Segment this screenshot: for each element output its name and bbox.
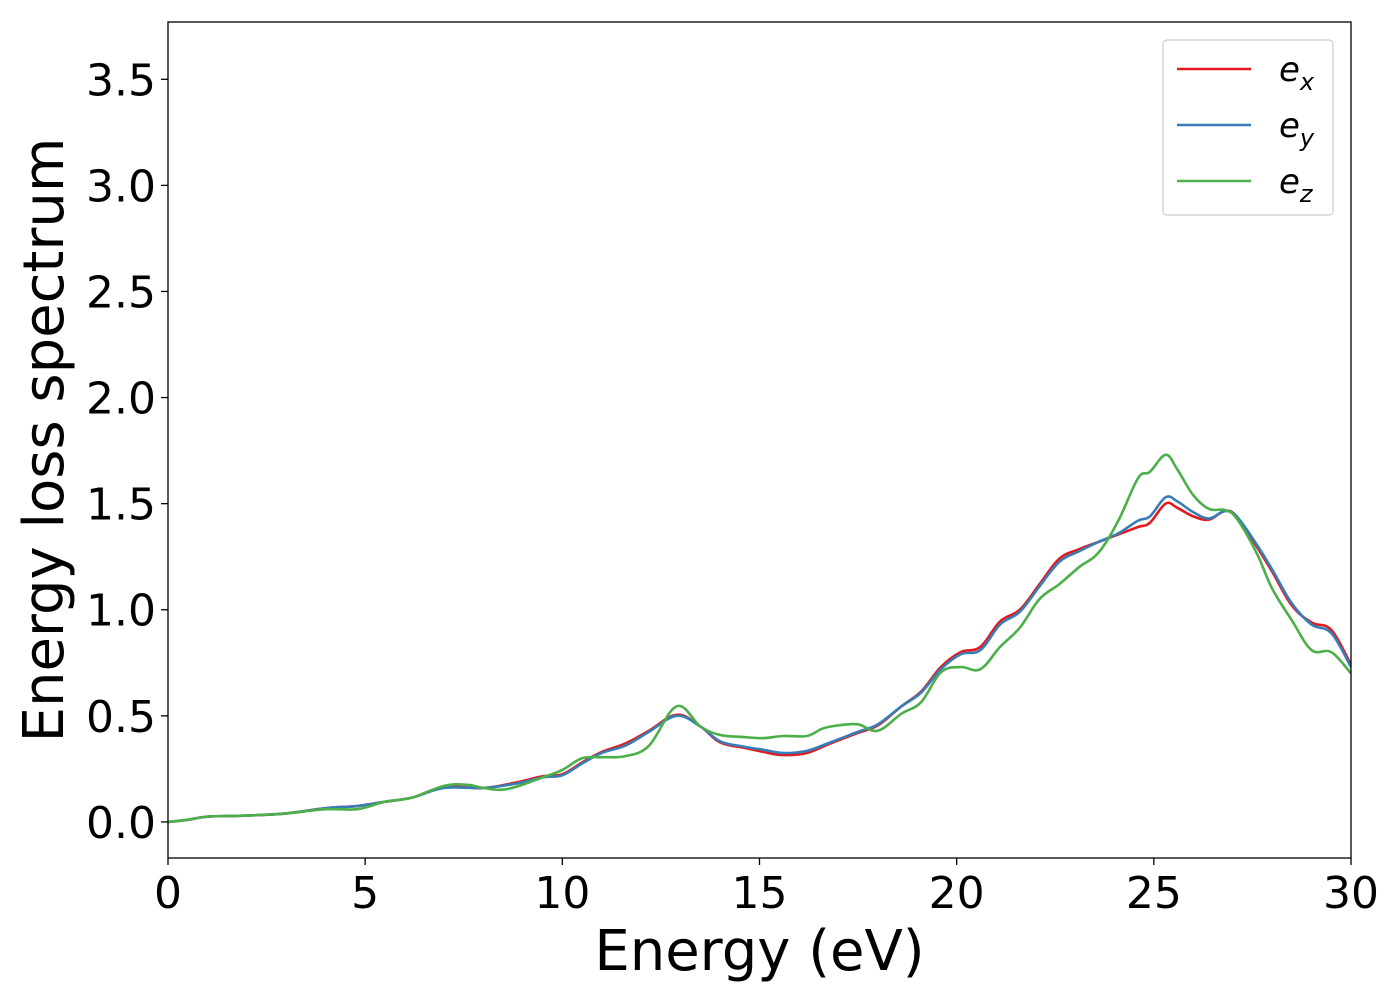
y-tick-label: 3.5: [86, 55, 156, 106]
y-tick-label: 1.0: [86, 586, 156, 637]
y-tick-label: 2.0: [86, 374, 156, 425]
y-axis-label: Energy loss spectrum: [12, 138, 77, 743]
series-layer: [168, 453, 1351, 824]
ticks-layer: 0 5 10 15 20 25 30 0.0 0.5 1.0 1.5 2.0 2.5 3.0 3.5: [86, 55, 1379, 919]
y-tick-label: 2.5: [86, 267, 156, 318]
x-tick-label: 20: [929, 868, 985, 919]
y-tick-label: 0.0: [86, 798, 156, 849]
y-tick-label: 1.5: [86, 480, 156, 531]
x-tick-label: 30: [1323, 868, 1379, 919]
series-line-e-z: [168, 453, 1351, 824]
legend: ex ey ez: [1162, 39, 1334, 216]
legend-label-e-x: ex: [1279, 50, 1315, 96]
y-tick-label: 0.5: [86, 692, 156, 743]
legend-box: [1162, 39, 1334, 216]
y-tick-label: 3.0: [86, 161, 156, 212]
x-tick-label: 10: [534, 868, 590, 919]
legend-label-e-y: ey: [1279, 106, 1315, 152]
x-tick-label: 25: [1126, 868, 1182, 919]
legend-label-e-z: ez: [1279, 162, 1314, 208]
x-tick-label: 0: [154, 868, 182, 919]
x-tick-label: 5: [351, 868, 379, 919]
x-axis-label: Energy (eV): [594, 919, 924, 984]
x-tick-label: 15: [732, 868, 788, 919]
